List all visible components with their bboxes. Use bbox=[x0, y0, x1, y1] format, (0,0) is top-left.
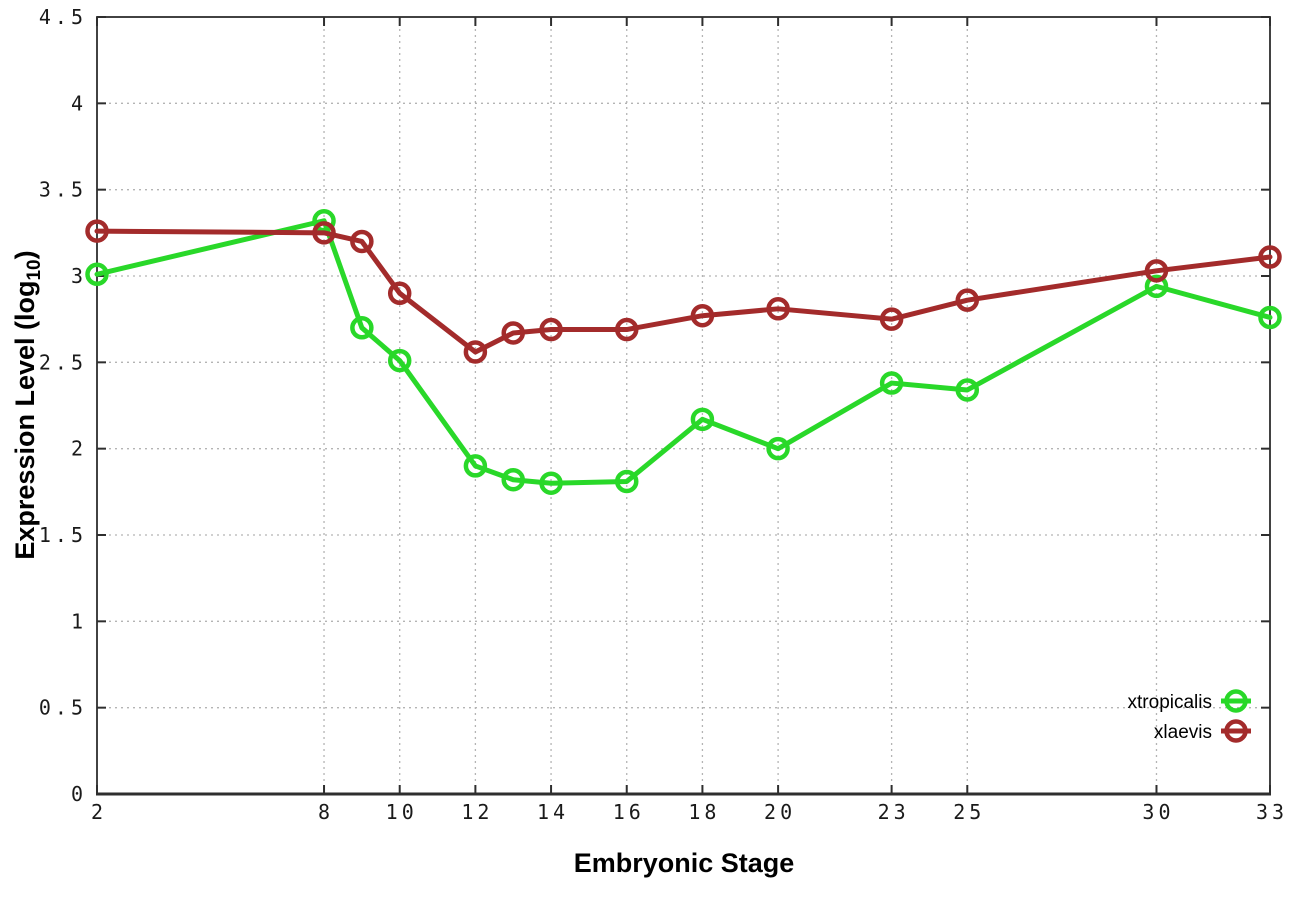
data-point-marker bbox=[350, 316, 374, 340]
y-tick-label: 0.5 bbox=[39, 696, 87, 720]
tick-labels: 2 8 10 12 14 16 18 20 23 25 30 33 0 0.5 1 1.5 2 2.5 3 3.5 4 4… bbox=[39, 5, 1288, 824]
x-tick-label: 23 bbox=[878, 800, 910, 824]
y-tick-label: 2 bbox=[71, 437, 87, 461]
x-tick-label: 33 bbox=[1256, 800, 1288, 824]
data-point-marker bbox=[387, 281, 412, 306]
data-point-marker bbox=[85, 219, 109, 243]
data-point-marker bbox=[955, 288, 980, 312]
data-point-marker bbox=[387, 348, 412, 373]
data-point-marker bbox=[879, 371, 904, 395]
y-tick-label: 0 bbox=[71, 782, 87, 806]
data-point-marker bbox=[463, 454, 488, 478]
data-point-marker bbox=[1144, 274, 1169, 299]
y-tick-label: 3 bbox=[71, 264, 87, 288]
axis-ticks bbox=[96, 16, 1271, 795]
data-point-marker bbox=[614, 469, 639, 494]
x-axis-label: Embryonic Stage bbox=[574, 848, 795, 878]
data-point-marker bbox=[690, 303, 715, 328]
gridlines bbox=[97, 17, 1270, 794]
x-tick-label: 16 bbox=[613, 800, 645, 824]
x-tick-label: 30 bbox=[1142, 800, 1174, 824]
series-line-xlaevis bbox=[94, 228, 1273, 355]
y-tick-label: 4 bbox=[71, 91, 87, 115]
data-point-marker bbox=[350, 229, 374, 254]
data-point-marker bbox=[539, 471, 563, 495]
legend-marker-sample bbox=[1224, 719, 1248, 743]
y-tick-label: 3.5 bbox=[39, 178, 87, 202]
x-tick-label: 25 bbox=[953, 800, 985, 824]
data-point-marker bbox=[614, 317, 639, 342]
legend-label-xtropicalis: xtropicalis bbox=[1128, 692, 1212, 713]
plot-border-box bbox=[96, 16, 1271, 795]
x-tick-label: 20 bbox=[764, 800, 796, 824]
data-series bbox=[85, 208, 1282, 495]
y-tick-label: 1 bbox=[71, 609, 87, 633]
legend-marker-sample bbox=[1224, 689, 1248, 713]
x-tick-label: 10 bbox=[386, 800, 418, 824]
data-point-marker bbox=[1258, 305, 1282, 330]
data-point-marker bbox=[766, 297, 790, 321]
data-point-marker bbox=[879, 307, 904, 331]
x-tick-label: 18 bbox=[688, 800, 720, 824]
data-point-marker bbox=[955, 378, 980, 402]
data-point-marker bbox=[85, 262, 109, 287]
data-point-marker bbox=[766, 436, 790, 461]
y-tick-label: 4.5 bbox=[39, 5, 87, 29]
data-point-marker bbox=[501, 321, 525, 345]
y-tick-label: 1.5 bbox=[39, 523, 87, 547]
x-tick-label: 12 bbox=[461, 800, 493, 824]
data-point-marker bbox=[463, 340, 488, 364]
data-point-marker bbox=[312, 221, 336, 245]
data-point-marker bbox=[312, 208, 336, 233]
plot-border bbox=[96, 16, 1271, 796]
x-tick-label: 2 bbox=[91, 800, 107, 824]
axis-labels: Embryonic Stage Expression Level (log10) bbox=[10, 250, 794, 878]
data-point-marker bbox=[501, 467, 525, 492]
data-point-marker bbox=[539, 317, 563, 342]
data-point-marker bbox=[1258, 245, 1282, 269]
legend: xtropicalis xlaevis bbox=[1128, 689, 1251, 743]
series-line-xtropicalis bbox=[94, 218, 1273, 486]
data-point-marker bbox=[690, 407, 715, 432]
y-tick-label: 2.5 bbox=[39, 350, 87, 374]
data-point-marker bbox=[1144, 259, 1169, 283]
x-tick-label: 14 bbox=[537, 800, 569, 824]
y-axis-label: Expression Level (log10) bbox=[10, 250, 45, 559]
legend-label-xlaevis: xlaevis bbox=[1154, 722, 1212, 743]
x-tick-label: 8 bbox=[318, 800, 334, 824]
